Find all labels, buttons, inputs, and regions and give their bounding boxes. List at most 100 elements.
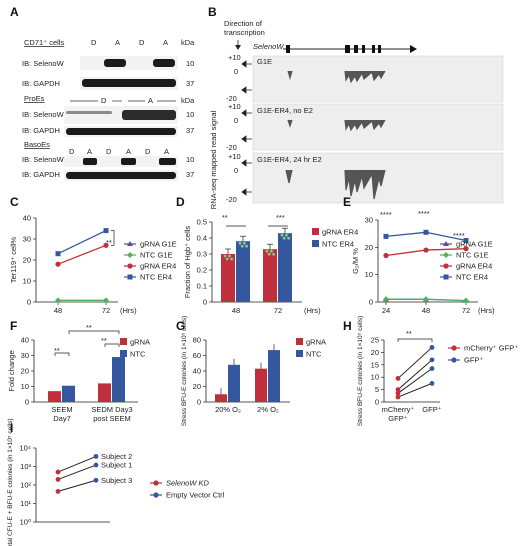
track-tick: +10	[228, 53, 241, 62]
panel-c-xunit: (Hrs)	[120, 306, 137, 315]
panel-h-point-gfp	[429, 381, 435, 386]
panel-d-dot	[280, 233, 284, 237]
panel-h-ylabel: Stress BFU-E colonies (in 1×10⁵ cells)	[357, 316, 364, 427]
track-name: G1E-ER4, 24 hr E2	[257, 155, 322, 164]
panel-h-pair-line	[397, 347, 433, 379]
panel-c-ytick-label: 20	[23, 256, 31, 265]
track-g1e-er4-24hr-e2: +10 0 -20 G1E-ER4, 24 hr E2	[226, 152, 504, 204]
panel-h-point-mcherry	[395, 394, 401, 400]
band	[153, 59, 175, 67]
panel-h-pair-line	[397, 368, 433, 394]
panel-h-point-gfp	[429, 345, 435, 350]
significance-e-48: ****	[418, 209, 430, 218]
band	[66, 128, 176, 135]
kda-value: 10	[186, 59, 194, 68]
panel-h-xtick-label: GFP⁺	[388, 414, 407, 423]
panel-e-legend-3-label: NTC ER4	[456, 273, 488, 282]
panel-c-series-line	[57, 244, 107, 265]
panel-e-legend-0-label: gRNA G1E	[456, 240, 493, 249]
panel-label-i: I	[10, 421, 13, 435]
panel-h-xtick-label: GFP⁺	[422, 405, 441, 414]
lane-label: D	[91, 38, 97, 47]
lane-label: D	[145, 147, 151, 156]
panel-d-dot	[272, 252, 275, 256]
panel-d-dot	[285, 233, 288, 237]
panel-g-bar	[268, 350, 280, 402]
panel-h-point-gfp	[429, 357, 435, 363]
panel-c-ylabel: Ter119⁺ cell%	[9, 237, 18, 284]
blot-label: IB: GAPDH	[22, 79, 60, 88]
panel-f-xtick-label: SEDM Day3	[91, 405, 132, 414]
panel-d-xtick-label: 72	[274, 306, 282, 315]
panel-label-d: D	[176, 195, 185, 209]
panel-f-legend-1-label: NTC	[130, 350, 146, 359]
panel-label-f: F	[10, 319, 17, 333]
panel-h-ytick-label: 20	[371, 348, 379, 357]
panel-c-point	[103, 242, 109, 248]
blot-label: IB: GAPDH	[22, 170, 60, 179]
kda-value: 37	[186, 126, 194, 135]
panel-h-ytick-label: 15	[371, 360, 379, 369]
panel-f-legend-1-swatch	[120, 350, 127, 357]
panel-e-legend-2-swatch-marker	[443, 263, 449, 269]
panel-e-legend-0-swatch-marker	[443, 241, 449, 246]
lane-label: D	[69, 147, 75, 156]
blot-label: IB: SelenoW	[22, 59, 65, 68]
panel-d-dot	[282, 236, 286, 240]
panel-h-pair-line	[397, 359, 433, 390]
panel-f-ylabel: Fold change	[7, 350, 16, 391]
panel-h-xtick-label: mCherry⁺	[382, 405, 415, 414]
lane-label: A	[148, 96, 153, 105]
panel-e-point	[463, 297, 469, 304]
panel-d-dot	[245, 244, 249, 248]
panel-d-legend-0-swatch	[312, 228, 319, 235]
track-tick: 0	[234, 67, 238, 76]
panel-i-ytick-label: 10⁴	[19, 444, 31, 453]
lane-label: A	[163, 38, 168, 47]
panel-c-xtick-label: 72	[102, 306, 110, 315]
panel-e-xtick-label: 48	[422, 306, 430, 315]
lane-label: A	[126, 147, 131, 156]
panel-e-point	[383, 296, 389, 303]
panel-c-point	[103, 297, 109, 304]
panel-label-e: E	[343, 195, 351, 209]
track-tick: -20	[226, 195, 237, 204]
panel-d-ytick-label: 0.4	[197, 234, 207, 243]
band	[83, 158, 97, 165]
panel-i-subject-label: Subject 3	[101, 476, 132, 485]
panel-e-ytick-label: 20	[365, 243, 373, 252]
significance-c: **	[106, 238, 112, 247]
panel-e-xtick-label: 72	[462, 306, 470, 315]
panel-i-pair-line	[57, 455, 97, 473]
panel-e-xunit: (Hrs)	[478, 306, 495, 315]
panel-h-point-mcherry	[395, 390, 401, 396]
panel-c-point	[55, 251, 61, 257]
panel-d-bar	[278, 233, 292, 302]
panel-i-legend-1-label: Empty Vector Ctrl	[166, 491, 225, 500]
panel-g-ytick-label: 80	[193, 336, 201, 345]
panel-g-legend-1-label: NTC	[306, 350, 322, 359]
lane-label: D	[139, 38, 145, 47]
panel-g-legend-0-swatch	[296, 338, 303, 345]
significance-f-2: **	[86, 323, 92, 332]
kda-value: 10	[186, 110, 194, 119]
panel-i-ytick-label: 10²	[20, 481, 31, 490]
panel-f-legend-0-label: gRNA	[130, 338, 150, 347]
panel-e-ytick-label: 30	[365, 216, 373, 225]
panel-f-bar	[98, 383, 111, 402]
band	[121, 158, 136, 165]
panel-f-xtick-label: SEEM	[51, 405, 72, 414]
panel-f-ytick-label: 20	[21, 367, 29, 376]
panel-d-dot	[267, 252, 271, 256]
panel-f-ytick-label: 10	[21, 382, 29, 391]
panel-d-ytick-label: 0.3	[197, 250, 207, 259]
panel-e-point	[423, 296, 429, 303]
significance-f-3: **	[101, 336, 107, 345]
direction-text: transcription	[224, 28, 265, 37]
panel-f-legend-0-swatch	[120, 338, 127, 345]
panel-c-legend-0-swatch-marker	[127, 241, 133, 246]
panel-c-legend-1-swatch-marker	[127, 252, 133, 258]
panel-e-point	[423, 229, 429, 235]
panel-d-ylabel: Fraction of Hgb⁺ cells	[183, 226, 192, 299]
panel-i-pair-line	[57, 479, 97, 492]
